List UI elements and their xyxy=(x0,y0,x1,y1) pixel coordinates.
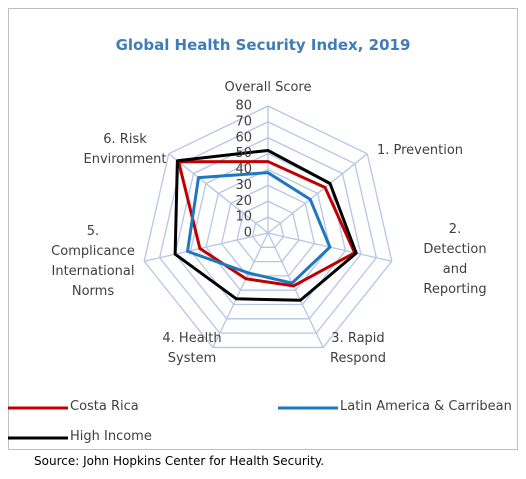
grid-ring xyxy=(251,216,285,248)
spoke xyxy=(267,153,368,234)
r-tick-label: 30 xyxy=(235,178,252,193)
r-tick-label: 60 xyxy=(235,130,252,145)
grid-ring xyxy=(236,200,300,263)
legend-label: Latin America & Carribean xyxy=(340,399,512,414)
category-label: Overall Score xyxy=(224,80,312,95)
category-label: 1. Prevention xyxy=(376,143,464,158)
spoke xyxy=(212,232,269,348)
category-label: 2. Detection and Reporting xyxy=(423,222,487,297)
r-tick-label: 80 xyxy=(235,99,252,114)
category-label: 3. Rapid Respond xyxy=(330,331,386,366)
series-line xyxy=(177,160,357,288)
series-line xyxy=(173,148,358,302)
grid-ring xyxy=(205,168,331,291)
source-note: Source: John Hopkins Center for Health S… xyxy=(34,454,325,468)
spoke xyxy=(144,232,269,262)
grid-ring xyxy=(174,137,362,320)
r-tick-label: 70 xyxy=(235,114,252,129)
series-line xyxy=(186,171,332,285)
r-tick-label: 20 xyxy=(235,194,252,209)
grid-ring xyxy=(143,105,393,349)
category-label: 6. Risk Environment xyxy=(83,132,167,167)
legend-label: Costa Rica xyxy=(70,399,139,414)
grid-ring xyxy=(220,184,316,277)
category-label: 5. Complicance International Norms xyxy=(51,224,135,299)
category-label: 4. Health System xyxy=(162,331,222,366)
grid-ring xyxy=(189,152,347,306)
r-tick-label: 10 xyxy=(235,210,252,225)
r-tick-label: 50 xyxy=(235,146,252,161)
spoke xyxy=(168,153,269,234)
spoke xyxy=(267,232,324,348)
r-tick-label: 40 xyxy=(235,162,252,177)
r-tick-label: 0 xyxy=(244,226,252,241)
legend-label: High Income xyxy=(70,429,152,444)
chart-title: Global Health Security Index, 2019 xyxy=(115,36,411,54)
